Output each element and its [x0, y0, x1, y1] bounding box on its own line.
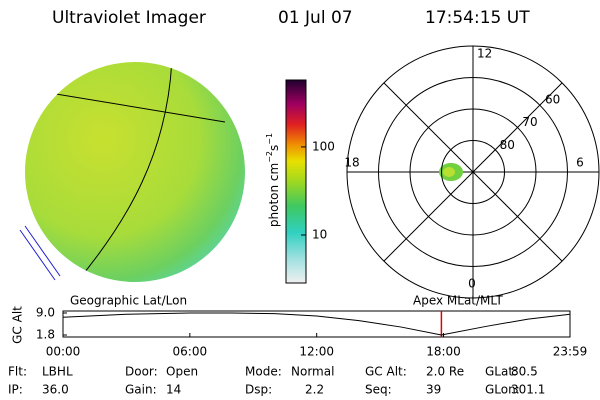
- field-key: Mode:: [245, 365, 282, 379]
- y-tick-label: 9.0: [36, 306, 55, 320]
- mlt-label: 0: [468, 277, 476, 291]
- y-label: GC Alt: [11, 306, 25, 344]
- lat-ring: [409, 108, 537, 236]
- lat-label: 80: [500, 138, 515, 152]
- left-label: Geographic Lat/Lon: [70, 294, 187, 308]
- field-value: Normal: [291, 365, 334, 379]
- field-key: Gain:: [125, 383, 157, 397]
- colorbar-tick-label: 100: [312, 139, 335, 153]
- field-value: LBHL: [42, 365, 73, 379]
- y-tick-label: 1.8: [36, 328, 55, 342]
- x-tick-label: 23:59: [553, 345, 588, 359]
- mlt-label: 18: [344, 156, 359, 170]
- time: 17:54:15 UT: [425, 8, 530, 28]
- x-tick-label: 18:00: [426, 345, 461, 359]
- field-value: 301.1: [511, 383, 545, 397]
- lat-label: 70: [522, 115, 537, 129]
- colorbar-tick-label: 10: [312, 227, 327, 241]
- colorbar-label: photon cm−2s−1: [265, 133, 281, 227]
- lat-label: 60: [545, 92, 560, 106]
- altitude-line: [62, 312, 571, 336]
- field-value: 2.0 Re: [426, 365, 464, 379]
- altitude-plot: GC Alt Geographic Lat/Lon Apex MLat/MLT 9.0…: [11, 294, 588, 359]
- field-key: Door:: [125, 365, 158, 379]
- lat-ring: [378, 77, 568, 267]
- lat-ring: [441, 140, 505, 204]
- instrument: Ultraviolet Imager: [52, 8, 206, 28]
- mlt-label: 6: [576, 156, 584, 170]
- field-key: GC Alt:: [365, 365, 407, 379]
- x-tick-label: 06:00: [173, 345, 208, 359]
- field-key: Flt:: [8, 365, 27, 379]
- field-key: Seq:: [365, 383, 392, 397]
- uv-image: [19, 62, 245, 282]
- footer: Flt: LBHL Door: Open Mode: Normal GC Alt: 2.0 R…: [8, 365, 545, 397]
- field-key: GLat:: [485, 365, 517, 379]
- field-key: Dsp:: [245, 383, 272, 397]
- field-key: GLon:: [485, 383, 520, 397]
- field-value: 2.2: [305, 383, 324, 397]
- field-value: 39: [426, 383, 441, 397]
- field-value: Open: [166, 365, 198, 379]
- colorbar: photon cm−2s−1 10 100: [265, 79, 335, 284]
- field-key: IP:: [8, 383, 23, 397]
- mlt-label: 12: [477, 47, 492, 61]
- field-value: 80.5: [511, 365, 538, 379]
- aurora-core: [443, 167, 455, 177]
- x-tick-label: 12:00: [299, 345, 334, 359]
- field-value: 14: [166, 383, 181, 397]
- field-value: 36.0: [42, 383, 69, 397]
- date: 01 Jul 07: [278, 8, 353, 28]
- right-label: Apex MLat/MLT: [413, 294, 503, 308]
- x-tick-label: 00:00: [46, 345, 81, 359]
